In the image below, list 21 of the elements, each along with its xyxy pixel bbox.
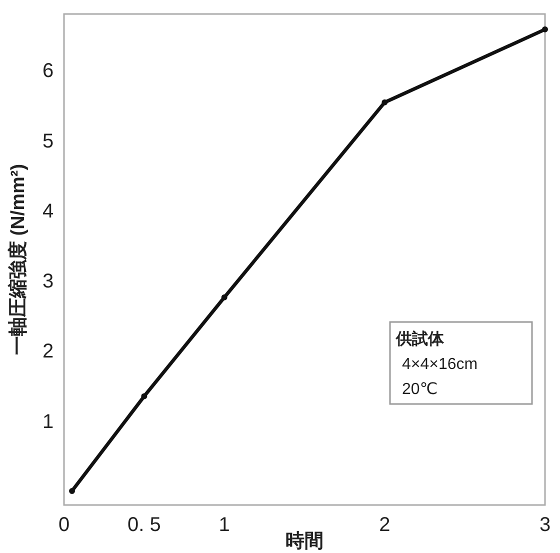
y-tick-label: 2 bbox=[42, 340, 54, 363]
point bbox=[542, 26, 548, 32]
x-tick-label: 0. 5 bbox=[127, 514, 161, 536]
y-tick-label: 4 bbox=[42, 200, 54, 222]
y-tick-label: 1 bbox=[42, 410, 54, 433]
y-axis-title: 一軸圧縮強度 (N/mm²) bbox=[7, 164, 29, 356]
point bbox=[382, 99, 388, 106]
point bbox=[141, 393, 148, 400]
annotation: 4×4×16cm bbox=[402, 356, 478, 373]
x-tick-label: 0 bbox=[58, 514, 70, 536]
x-tick-label: 2 bbox=[379, 514, 390, 536]
y-tick-label: 6 bbox=[42, 60, 54, 82]
annotation: 20℃ bbox=[402, 381, 438, 398]
x-tick-label: 3 bbox=[539, 514, 551, 536]
annotation: 供試体 bbox=[395, 330, 445, 348]
point bbox=[221, 294, 228, 300]
y-tick-label: 5 bbox=[42, 130, 54, 152]
x-axis-title: 時間 bbox=[286, 530, 324, 552]
y-tick-label: 3 bbox=[42, 270, 54, 293]
x-tick-label: 1 bbox=[218, 514, 230, 536]
point bbox=[69, 488, 76, 494]
